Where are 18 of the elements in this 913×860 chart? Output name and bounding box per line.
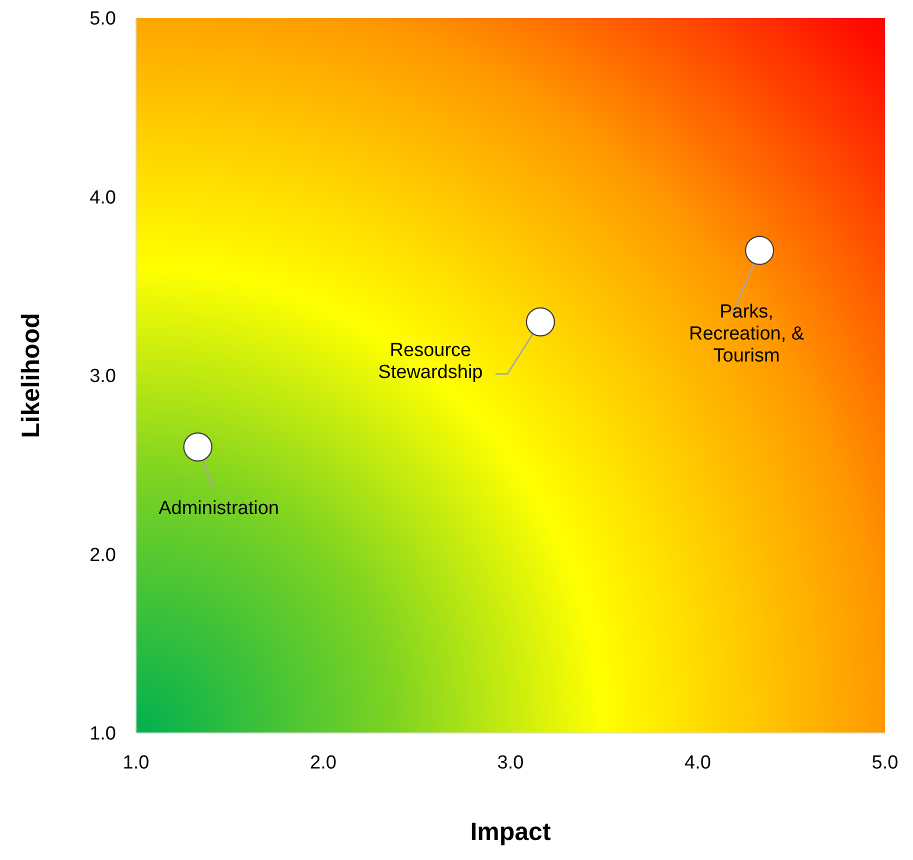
y-tick-label: 1.0: [90, 724, 116, 745]
x-tick-label: 5.0: [872, 752, 898, 774]
point: [526, 307, 556, 336]
point: [183, 432, 212, 462]
x-tick-label: 2.0: [310, 752, 336, 774]
y-tick-label: 2.0: [90, 544, 116, 566]
x-axis-title: Impact: [470, 818, 552, 846]
x-tick-label: 4.0: [684, 752, 711, 774]
annotation: Parks, Recreation, & Tourism: [688, 301, 804, 366]
annotation: Resource Stewardship: [378, 340, 483, 383]
annotation: Administration: [158, 498, 279, 520]
y-tick-label: 5.0: [90, 8, 116, 30]
point: [744, 236, 774, 265]
y-axis-title: Likelihood: [16, 313, 45, 438]
x-tick-label: 3.0: [497, 752, 524, 774]
y-tick-label: 4.0: [90, 187, 116, 208]
y-tick-label: 3.0: [90, 366, 116, 388]
x-tick-label: 1.0: [122, 752, 150, 774]
